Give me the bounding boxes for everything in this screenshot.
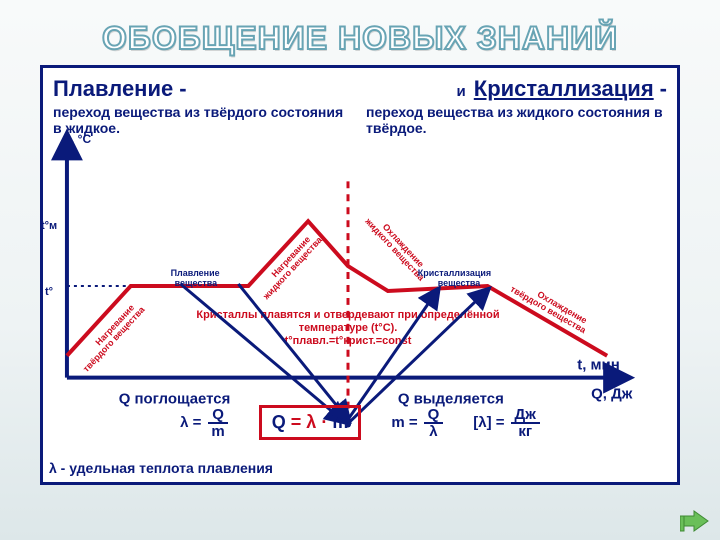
unit-n: Дж [511,407,540,424]
mid-line1: Кристаллы плавятся и отвердевают при опр… [196,309,499,321]
formula-box: Q = λ · m [259,405,362,440]
frac-q2: Q [424,407,444,424]
slide: ОБОБЩЕНИЕ НОВЫХ ЗНАНИЙ Плавление - и Кри… [40,20,680,510]
frac-m: m [207,424,228,439]
dash2: - [660,76,667,102]
lbl-cryst: Кристаллизациявещества [418,268,491,288]
diagram-panel: Плавление - и Кристаллизация - переход в… [40,65,680,485]
formula-unit: [λ] = Джкг [473,407,540,439]
formula-row: λ = Qm Q = λ · m m = Qλ [λ] = Джкг [43,405,677,440]
dash: - [179,76,186,102]
phase-chart: Нагреваниетвёрдого вещества Плавлениевещ… [49,126,647,436]
heading-crystallization: Кристаллизация [474,76,654,102]
formula-lambda: λ = Qm [180,407,229,439]
mid-line3: t°плавл.=t°крист.=const [285,335,412,347]
lambda-definition: λ - удельная теплота плавления [49,460,273,476]
q-axis-label: Q, Дж [591,386,633,403]
x-axis-label: t, мин [577,357,620,374]
slide-title: ОБОБЩЕНИЕ НОВЫХ ЗНАНИЙ [40,20,680,57]
m-eq: m = [391,414,417,431]
lbl-melt: Плавлениевещества [171,268,220,288]
heading-melting: Плавление [53,76,173,102]
lambda-definition-row: λ - удельная теплота плавления [49,460,671,476]
mid-line2: температуре (t°C). [299,322,398,334]
formula-m: m = Qλ [391,407,443,439]
arrow-melt-down2 [238,284,348,420]
frac-q: Q [208,407,228,424]
lambda-eq: λ = [180,414,201,431]
unit-d: кг [514,424,536,439]
return-arrow-icon [680,508,710,534]
unit-l: [λ] = [473,414,504,431]
frac-lam: λ [425,424,441,439]
nav-return-button[interactable] [680,508,710,534]
headings-row: Плавление - и Кристаллизация - [53,76,667,102]
heading-and: и [457,83,466,100]
